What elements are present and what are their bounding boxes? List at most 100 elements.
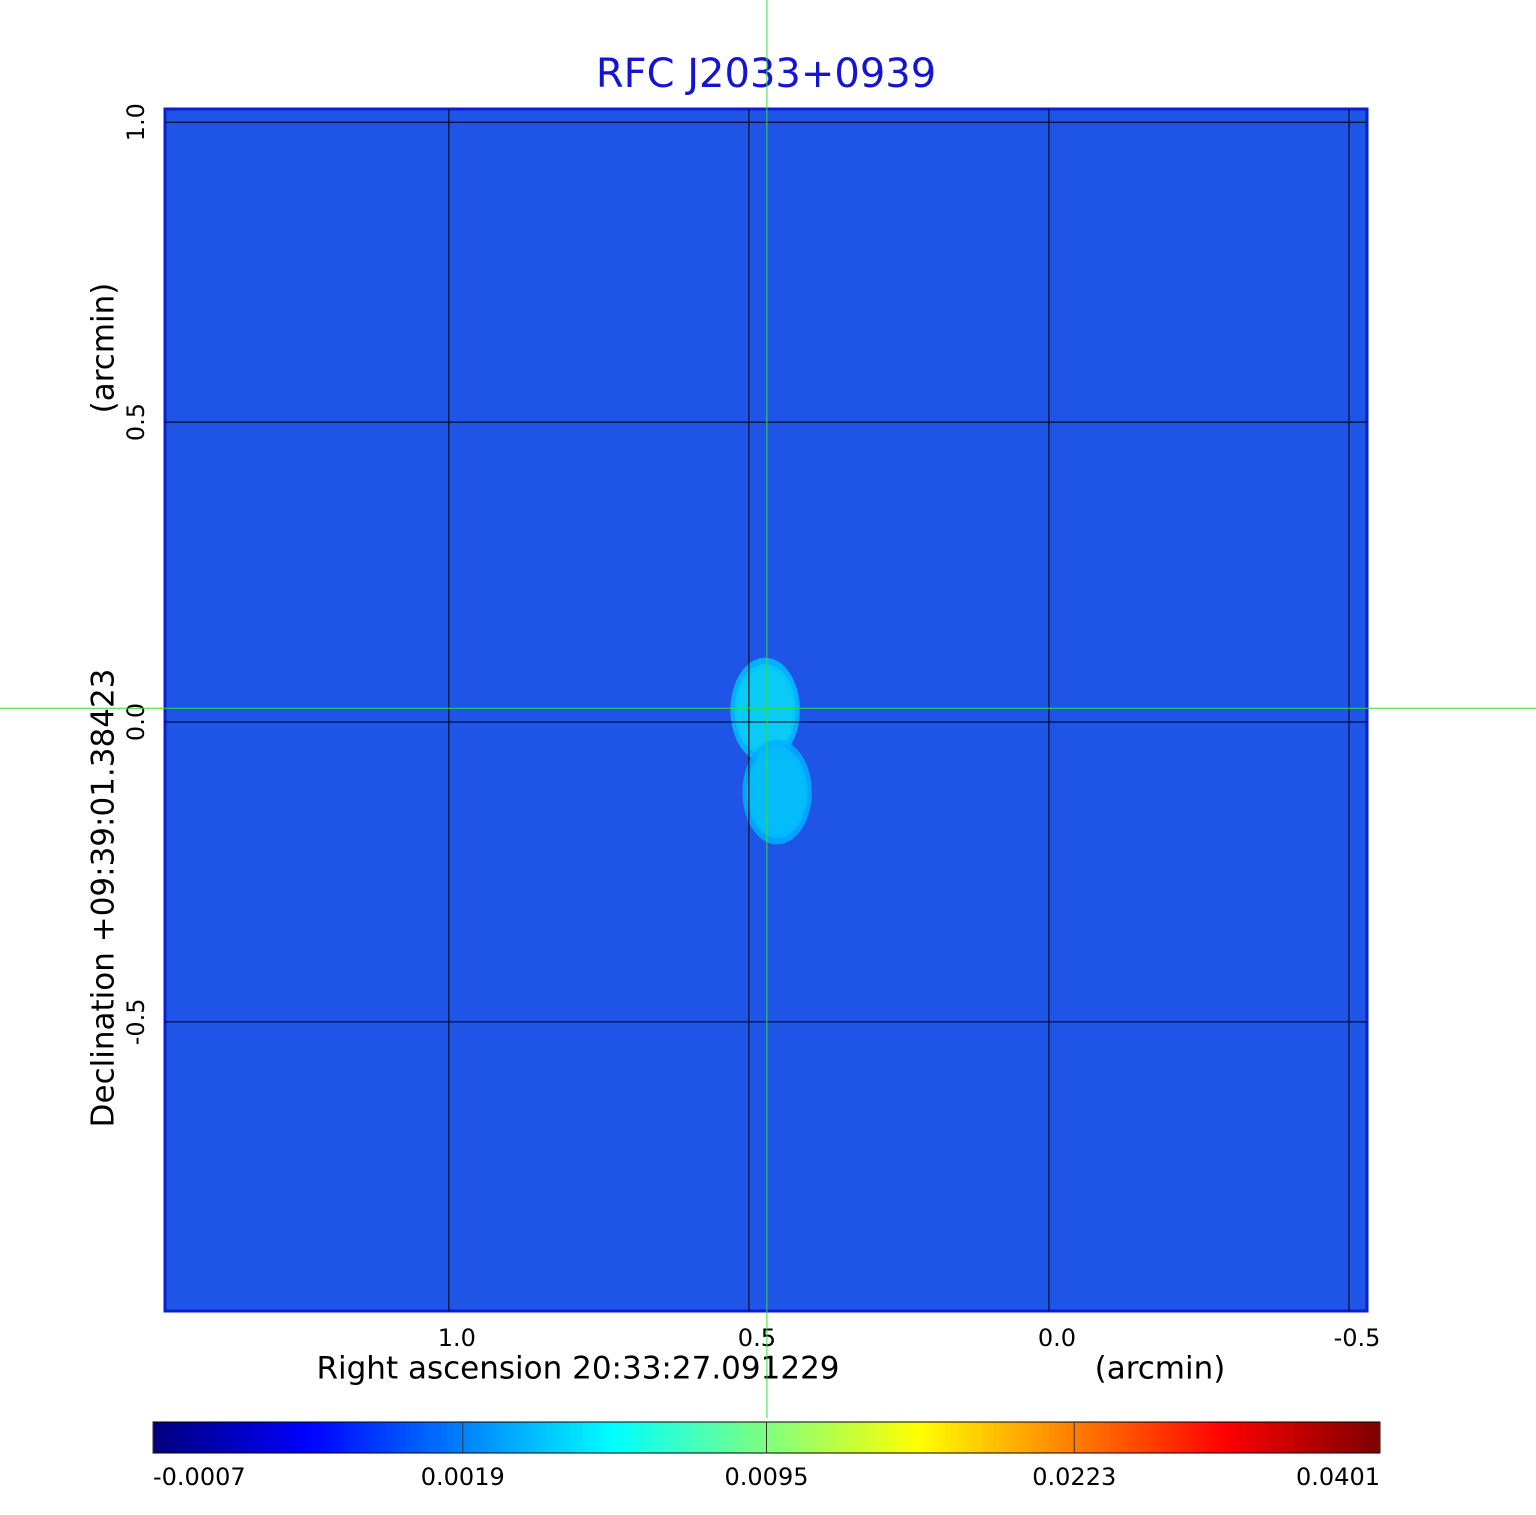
colorbar-segment <box>919 1422 927 1453</box>
colorbar-segment <box>1140 1422 1148 1453</box>
colorbar-segment <box>1085 1422 1093 1453</box>
colorbar-segment <box>932 1422 939 1453</box>
colorbar-segment <box>692 1422 700 1453</box>
colorbar-segment <box>330 1422 338 1453</box>
colorbar-segment <box>864 1422 872 1453</box>
colorbar-segment <box>337 1422 344 1453</box>
colorbar-segment <box>649 1422 657 1453</box>
colorbar-segment <box>1281 1422 1289 1453</box>
colorbar-segment <box>226 1422 234 1453</box>
colorbar-segment <box>281 1422 289 1453</box>
colorbar-segment <box>1226 1422 1234 1453</box>
colorbar-segment <box>594 1422 602 1453</box>
colorbar-segment <box>208 1422 215 1453</box>
colorbar-segment <box>1306 1422 1314 1453</box>
colorbar-segment <box>502 1422 510 1453</box>
colorbar-segment <box>1159 1422 1166 1453</box>
colorbar-segment <box>907 1422 915 1453</box>
colorbar-segment <box>1343 1422 1350 1453</box>
colorbar-segment <box>435 1422 442 1453</box>
colorbar-segment <box>576 1422 584 1453</box>
colorbar-tick-label: 0.0223 <box>1032 1463 1116 1491</box>
colorbar-segment <box>398 1422 406 1453</box>
x-axis-label: Right ascension 20:33:27.091229 <box>316 1351 839 1387</box>
colorbar-segment <box>748 1422 755 1453</box>
colorbar-segment <box>938 1422 946 1453</box>
colorbar-segment <box>386 1422 393 1453</box>
colorbar-segment <box>1318 1422 1326 1453</box>
colorbar-segment <box>539 1422 547 1453</box>
colorbar-segment <box>1171 1422 1179 1453</box>
colorbar-segment <box>1097 1422 1105 1453</box>
colorbar-segment <box>521 1422 528 1453</box>
colorbar-segment <box>600 1422 608 1453</box>
colorbar-segment <box>570 1422 577 1453</box>
colorbar-segment <box>852 1422 860 1453</box>
colorbar-segment <box>889 1422 896 1453</box>
colorbar-segment <box>422 1422 430 1453</box>
colorbar-segment <box>1245 1422 1252 1453</box>
colorbar-segment <box>827 1422 835 1453</box>
colorbar-segment <box>717 1422 725 1453</box>
colorbar-segment <box>355 1422 363 1453</box>
colorbar-segment <box>1091 1422 1099 1453</box>
colorbar-segment <box>674 1422 682 1453</box>
colorbar-segment <box>533 1422 541 1453</box>
colorbar-segment <box>999 1422 1007 1453</box>
colorbar-segment <box>1153 1422 1160 1453</box>
x-axis-unit: (arcmin) <box>1095 1351 1226 1387</box>
colorbar-segment <box>797 1422 804 1453</box>
colorbar-segment <box>189 1422 197 1453</box>
colorbar-segment <box>1195 1422 1203 1453</box>
colorbar-segment <box>1073 1422 1080 1453</box>
colorbar-segment <box>1146 1422 1154 1453</box>
colorbar-segment <box>870 1422 878 1453</box>
colorbar-segment <box>606 1422 614 1453</box>
colorbar-segment <box>1054 1422 1062 1453</box>
x-tick-label: 0.5 <box>738 1324 776 1352</box>
colorbar-segment <box>496 1422 504 1453</box>
colorbar-segment <box>637 1422 645 1453</box>
colorbar-segment <box>1312 1422 1320 1453</box>
colorbar-segment <box>1067 1422 1074 1453</box>
colorbar-segment <box>1263 1422 1271 1453</box>
colorbar-segment <box>913 1422 921 1453</box>
colorbar-segment <box>1238 1422 1246 1453</box>
colorbar-segment <box>410 1422 418 1453</box>
colorbar-segment <box>840 1422 847 1453</box>
colorbar-segment <box>784 1422 792 1453</box>
colorbar-segment <box>343 1422 350 1453</box>
colorbar-segment <box>232 1422 240 1453</box>
colorbar-segment <box>631 1422 639 1453</box>
colorbar-segment <box>705 1422 712 1453</box>
colorbar-segment <box>956 1422 964 1453</box>
colorbar-segment <box>416 1422 424 1453</box>
colorbar-segment <box>1324 1422 1332 1453</box>
colorbar-segment <box>564 1422 571 1453</box>
colorbar-segment <box>472 1422 479 1453</box>
colorbar-segment <box>1005 1422 1013 1453</box>
colorbar-segment <box>294 1422 301 1453</box>
colorbar-segment <box>1349 1422 1357 1453</box>
colorbar-tick-label: 0.0095 <box>725 1463 809 1491</box>
colorbar-segment <box>1330 1422 1338 1453</box>
colorbar-segment <box>263 1422 271 1453</box>
colorbar-segment <box>975 1422 982 1453</box>
colorbar-segment <box>803 1422 811 1453</box>
colorbar-segment <box>901 1422 909 1453</box>
colorbar-segment <box>1367 1422 1375 1453</box>
colorbar-segment <box>766 1422 774 1453</box>
colorbar-segment <box>846 1422 853 1453</box>
colorbar-segment <box>275 1422 283 1453</box>
colorbar-segment <box>729 1422 737 1453</box>
colorbar-segment <box>1287 1422 1295 1453</box>
colorbar-segment <box>514 1422 522 1453</box>
colorbar-segment <box>373 1422 381 1453</box>
colorbar-segment <box>883 1422 890 1453</box>
y-tick-label: 1.0 <box>122 103 150 141</box>
x-tick-label: 1.0 <box>438 1324 476 1352</box>
colorbar-segment <box>668 1422 676 1453</box>
colorbar-segment <box>778 1422 786 1453</box>
colorbar-segment <box>1337 1422 1344 1453</box>
colorbar-segment <box>257 1422 265 1453</box>
